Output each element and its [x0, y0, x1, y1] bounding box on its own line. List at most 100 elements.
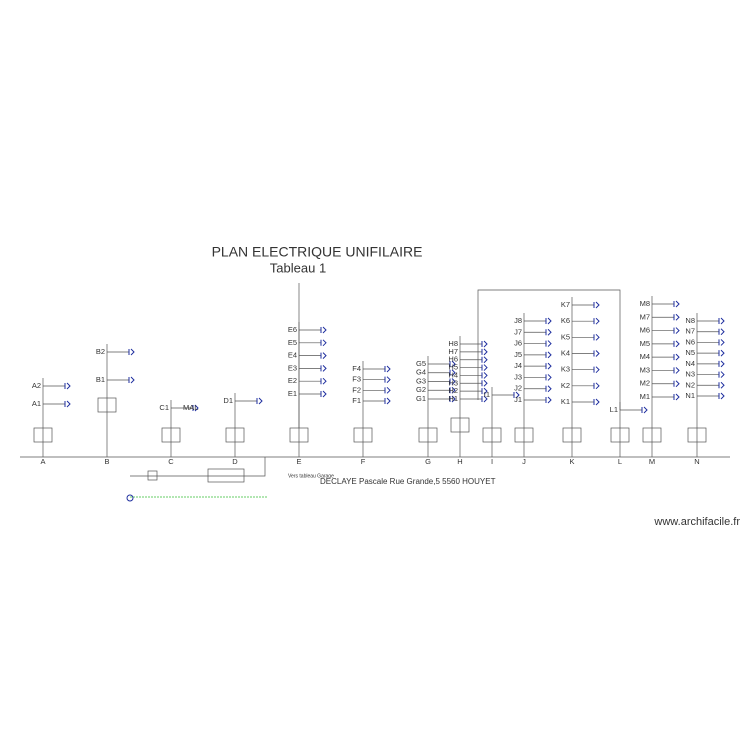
column-letter: D [232, 457, 238, 466]
load-symbol [718, 317, 725, 325]
load-symbol [384, 386, 391, 394]
circuit-label: N1 [685, 391, 695, 400]
breaker [225, 427, 245, 443]
column-letter: F [361, 457, 366, 466]
circuit-label: G1 [416, 394, 426, 403]
load-symbol [593, 350, 600, 357]
circuit-label: J4 [514, 361, 522, 370]
circuit-label: K4 [561, 348, 570, 357]
circuit-label: B2 [96, 347, 105, 356]
circuit-label: N4 [685, 359, 695, 368]
load-symbol [384, 365, 391, 373]
earth-symbol [126, 494, 134, 502]
circuit-label: M3 [640, 365, 650, 374]
breaker [562, 427, 582, 443]
column-letter: E [296, 457, 301, 466]
circuit-label: D1 [223, 396, 233, 405]
circuit-label: N8 [685, 316, 695, 325]
circuit-label: B1 [96, 375, 105, 384]
load-symbol [481, 340, 488, 348]
column-letter: I [491, 457, 493, 466]
circuit-label: J5 [514, 350, 522, 359]
circuit-label: J2 [514, 384, 522, 393]
circuit-label: C1 [159, 403, 169, 412]
column-letter: J [522, 457, 526, 466]
circuit-label: M7 [640, 312, 650, 321]
load-symbol [481, 395, 488, 403]
load-symbol [673, 327, 680, 334]
load-symbol [449, 360, 456, 368]
column-letter: M [649, 457, 655, 466]
garage-line [130, 457, 266, 477]
load-symbol [718, 381, 725, 389]
load-symbol [481, 387, 488, 395]
circuit-label: J6 [514, 339, 522, 348]
circuit-label: J1 [514, 395, 522, 404]
circuit-label: M5 [640, 339, 650, 348]
breaker [353, 427, 373, 443]
circuit-label: G5 [416, 359, 426, 368]
circuit-label: J8 [514, 316, 522, 325]
circuit-label: A1 [32, 399, 41, 408]
circuit-label: E2 [288, 376, 297, 385]
title: PLAN ELECTRIQUE UNIFILAIRE [212, 244, 423, 260]
load-symbol [320, 352, 327, 359]
circuit-label: F2 [352, 385, 361, 394]
load-symbol [513, 391, 520, 399]
load-symbol [593, 301, 600, 309]
column-letter: L [618, 457, 622, 466]
circuit-label: F3 [352, 375, 361, 384]
load-symbol [384, 376, 391, 384]
load-symbol [449, 378, 456, 385]
load-symbol [545, 396, 552, 404]
circuit-label: M8 [640, 299, 650, 308]
circuit-label: H7 [448, 347, 458, 356]
load-symbol [128, 348, 135, 356]
breaker [418, 427, 438, 443]
load-symbol [593, 398, 600, 406]
column-letter: H [457, 457, 462, 466]
circuit-label: H4 [448, 370, 458, 379]
circuit-label: I1 [484, 390, 490, 399]
column-letter: K [569, 457, 574, 466]
load-symbol [449, 369, 456, 377]
circuit-label: L1 [610, 405, 618, 414]
circuit-label: H2 [448, 386, 458, 395]
breaker [514, 427, 534, 443]
breaker [450, 417, 470, 433]
circuit-label: E5 [288, 338, 297, 347]
load-symbol [673, 313, 680, 321]
breaker [642, 427, 662, 443]
circuit-label: J3 [514, 372, 522, 381]
circuit-label: H3 [448, 378, 458, 387]
load-symbol [481, 372, 488, 379]
circuit-label: K3 [561, 365, 570, 374]
circuit-label: F1 [352, 396, 361, 405]
circuit-label: H8 [448, 339, 458, 348]
load-symbol [673, 393, 680, 401]
column-letter: A [40, 457, 45, 466]
circuit-label: E4 [288, 351, 297, 360]
load-symbol [481, 348, 488, 356]
circuit-label: A2 [32, 381, 41, 390]
circuit-label: H1 [448, 394, 458, 403]
load-symbol [673, 367, 680, 374]
load-symbol [718, 328, 725, 336]
load-symbol [673, 340, 680, 348]
load-symbol [545, 362, 552, 370]
circuit-label: M6 [640, 326, 650, 335]
load-symbol [641, 406, 648, 414]
load-symbol [481, 364, 488, 371]
load-symbol [192, 404, 199, 412]
load-symbol [64, 382, 71, 390]
circuit-label: H6 [448, 355, 458, 364]
circuit-label: N3 [685, 370, 695, 379]
column-letter: C [168, 457, 174, 466]
circuit-label: K5 [561, 332, 570, 341]
column-letter: B [104, 457, 109, 466]
load-symbol [673, 300, 680, 308]
load-symbol [320, 339, 327, 347]
circuit-label: K1 [561, 397, 570, 406]
load-symbol [718, 392, 725, 400]
